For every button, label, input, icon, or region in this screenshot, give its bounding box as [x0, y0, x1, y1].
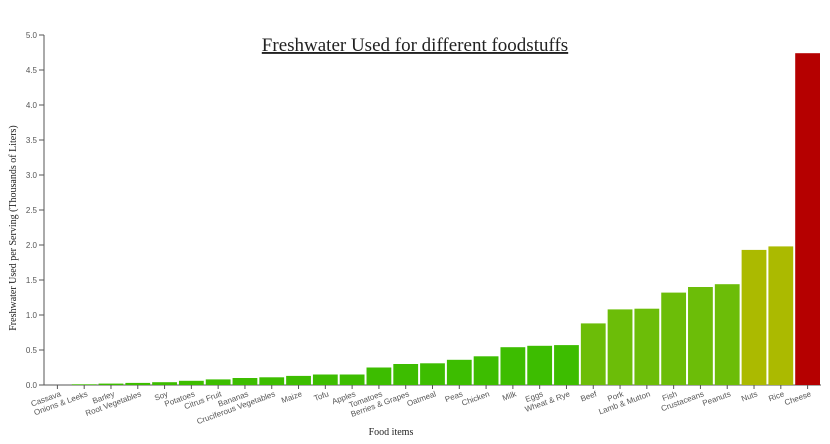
y-tick-label: 1.0: [26, 311, 38, 320]
x-tick-label: Oatmeal: [406, 389, 438, 408]
x-tick-label: Chicken: [461, 389, 491, 407]
bar: [339, 374, 365, 385]
bar: [232, 378, 258, 385]
bar: [178, 380, 204, 385]
bar: [714, 284, 740, 385]
x-tick-label: Tofu: [313, 389, 330, 403]
x-tick-label: Peanuts: [701, 389, 732, 407]
bar: [71, 384, 97, 385]
x-tick-label: Beef: [579, 389, 598, 403]
y-tick-label: 2.0: [26, 241, 38, 250]
y-tick-label: 2.5: [26, 206, 38, 215]
bar: [500, 347, 526, 385]
bar: [688, 287, 713, 385]
bar: [393, 364, 419, 385]
bar: [741, 249, 767, 385]
bar: [152, 382, 177, 385]
bar: [527, 345, 553, 385]
bar: [446, 359, 472, 385]
y-tick-label: 3.0: [26, 171, 38, 180]
bar: [312, 374, 338, 385]
y-tick-label: 0.0: [26, 381, 38, 390]
x-tick-label: Lamb & Mutton: [597, 389, 651, 416]
x-tick-label: Cheese: [783, 389, 813, 407]
y-tick-label: 0.5: [26, 346, 38, 355]
bar: [98, 383, 124, 385]
y-tick-label: 1.5: [26, 276, 38, 285]
bar: [473, 356, 499, 385]
bar: [580, 323, 606, 385]
x-axis-title: Food items: [369, 427, 414, 438]
bar: [125, 382, 151, 385]
plot-area: 0.00.51.01.52.02.53.03.54.04.55.0Cassava…: [26, 31, 821, 426]
bar: [768, 246, 794, 385]
y-tick-label: 3.5: [26, 136, 38, 145]
bar: [259, 377, 285, 385]
bar: [205, 379, 231, 385]
y-tick-label: 4.0: [26, 101, 38, 110]
x-tick-label: Maize: [280, 389, 304, 405]
x-tick-label: Soy: [153, 389, 169, 402]
bar: [366, 367, 392, 385]
y-axis-title: Freshwater Used per Serving (Thousands o…: [8, 125, 19, 331]
chart-title: Freshwater Used for different foodstuffs: [262, 35, 568, 56]
bar: [554, 345, 579, 385]
bar: [634, 308, 660, 385]
bar: [661, 292, 687, 385]
bar: [607, 309, 633, 385]
x-tick-label: Nuts: [740, 389, 759, 403]
y-tick-label: 5.0: [26, 31, 38, 40]
y-tick-label: 4.5: [26, 66, 38, 75]
bar: [286, 375, 311, 385]
bar: [420, 363, 445, 385]
x-tick-label: Milk: [501, 389, 518, 403]
bar: [795, 53, 820, 385]
